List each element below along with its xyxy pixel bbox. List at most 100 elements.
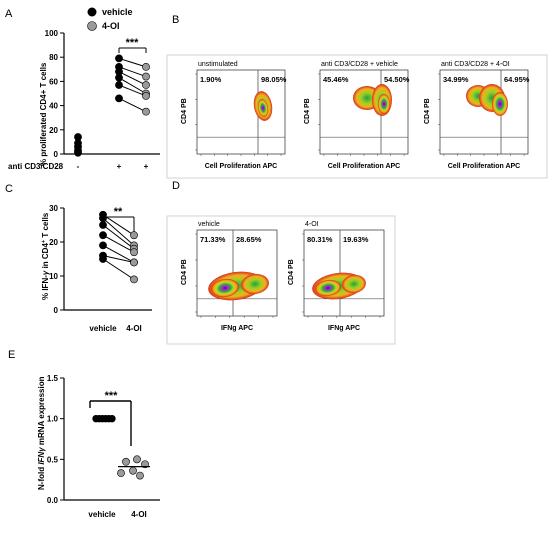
panel-d-plot-2-population	[342, 274, 366, 294]
panel-b-plot-3-axes	[439, 69, 529, 155]
panel-c-pair-line	[102, 244, 135, 263]
panel-d-plot-2-ylabel: CD4 PB	[288, 259, 295, 285]
panel-a-category-label: +	[117, 162, 122, 171]
panel-d-plot-2-right-percent: 19.63%	[343, 235, 369, 244]
panel-a-pair-line	[118, 66, 147, 78]
panel-a-ytick-label: 40	[49, 102, 58, 111]
panel-a-point-4oi	[142, 92, 150, 100]
panel-label-a: A	[5, 8, 13, 20]
panel-b-plot-2-right-percent: 54.50%	[384, 75, 410, 84]
panel-d-plot-1-population	[211, 278, 239, 298]
panel-a-ytick-label: 60	[49, 77, 58, 86]
panel-a-point-4oi	[142, 107, 150, 116]
panel-a-chart: 0 20 40 60 80 100 *** % proliferated CD4+ T c…	[8, 29, 160, 171]
panel-b-plot-1-left-percent: 1.90%	[200, 75, 222, 84]
legend-vehicle-label: vehicle	[102, 7, 133, 17]
panel-d-plot-1-axes	[196, 229, 278, 317]
panel-label-d: D	[172, 180, 180, 192]
panel-a-pair-line	[118, 77, 147, 94]
panel-a-point-4oi	[142, 72, 150, 81]
panel-a-ytick-label: 80	[49, 53, 58, 62]
panel-c-ylabel: % IFN-γ in CD4+ T cells	[41, 212, 50, 300]
panel-d-plot-1-title: vehicle	[198, 221, 220, 228]
panel-a-point-vehicle	[115, 81, 123, 89]
panel-c-point-vehicle	[99, 255, 107, 263]
panel-d-plot-1: vehicle 71.33% 28.65% IFNg APC CD4 PB	[181, 221, 278, 332]
panel-b-plot-3-population	[492, 92, 508, 116]
panel-a-stars: ***	[126, 37, 140, 49]
panel-a-point-vehicle	[115, 54, 123, 63]
panel-b-plot-1: unstimulated 1.90% 98.05% Cell Proliferatio…	[181, 61, 287, 170]
panel-b-plot-1-title: unstimulated	[198, 61, 238, 68]
panel-b-plot-1-ylabel: CD4 PB	[181, 98, 188, 124]
panel-b-plot-2-ylabel: CD4 PB	[304, 98, 311, 124]
panel-e-point-4oi	[117, 469, 125, 478]
panel-c-point-4oi	[130, 275, 138, 284]
panel-e-point-4oi	[136, 471, 144, 480]
panel-a-row-label: anti CD3/CD28	[8, 162, 64, 171]
panel-c-pair-line	[102, 255, 135, 263]
panel-d-plot-1-population	[241, 273, 269, 295]
panel-c-category-label: 4-OI	[126, 324, 142, 333]
panel-b-plot-3-ylabel: CD4 PB	[424, 98, 431, 124]
panel-b-plot-3-right-percent: 64.95%	[504, 75, 530, 84]
panel-b-plot-1-right-percent: 98.05%	[261, 75, 287, 84]
legend-vehicle-marker	[87, 7, 97, 17]
panel-d-plot-1-right-percent: 28.65%	[236, 235, 262, 244]
panel-e-category-label: 4-OI	[131, 510, 147, 519]
panel-b-plot-1-xlabel: Cell Proliferation APC	[205, 163, 277, 170]
panel-c-ytick-label: 20	[49, 238, 58, 247]
panel-e-point-4oi	[129, 466, 137, 475]
panel-c-point-vehicle	[99, 241, 107, 250]
panel-c-point-4oi	[130, 248, 138, 257]
panel-e-ytick-label: 1.0	[47, 415, 59, 424]
panel-c-stars: **	[114, 206, 123, 218]
panel-e-point-4oi	[141, 460, 149, 469]
panel-c-point-4oi	[130, 231, 138, 240]
panel-label-e: E	[8, 349, 15, 361]
panel-a-pair-line	[118, 71, 147, 86]
panel-a-ytick-label: 20	[49, 126, 58, 135]
panel-e-point-4oi	[122, 457, 130, 466]
panel-c-ytick-label: 30	[49, 204, 58, 213]
panel-c-pair-line	[102, 224, 135, 250]
panel-e-ylabel: N-fold IFNγ mRNA expression	[37, 376, 46, 490]
panel-a-point-4oi	[142, 62, 150, 71]
panel-c-ytick-label: 10	[49, 272, 58, 281]
panel-c-pair-line	[102, 234, 135, 253]
panel-b-plot-3-left-percent: 34.99%	[443, 75, 469, 84]
panel-b-plot-2-left-percent: 45.46%	[323, 75, 349, 84]
panel-c-pair-line	[102, 214, 135, 236]
panel-b-plot-2-title: anti CD3/CD28 + vehicle	[321, 61, 398, 68]
panel-c-chart: 0 10 20 30 ** % IFN-γ in CD4+ T cells vehic…	[41, 204, 152, 333]
panel-c-pair-line	[102, 258, 135, 280]
panel-d-plot-2-title: 4-OI	[305, 221, 319, 228]
panel-e-ytick-label: 1.5	[47, 374, 59, 383]
panel-d-plot-2: 4-OI 80.31% 19.63% IFNg APC CD4 PB	[288, 221, 385, 332]
legend-4oi-label: 4-OI	[102, 21, 120, 31]
panel-b-plot-2-xlabel: Cell Proliferation APC	[328, 163, 400, 170]
panel-c-pair-line	[102, 217, 135, 246]
legend: vehicle 4-OI	[87, 7, 133, 31]
panel-d-plot-1-xlabel: IFNg APC	[221, 325, 253, 332]
panel-a-point-4oi	[142, 81, 150, 89]
panel-label-b: B	[172, 14, 179, 26]
panel-c-point-vehicle	[99, 231, 107, 240]
panel-d-plot-2-xlabel: IFNg APC	[328, 325, 360, 332]
panel-e-category-label: vehicle	[88, 510, 116, 519]
panel-a-pair-line	[118, 97, 147, 113]
panel-a-point-vehicle	[115, 94, 123, 103]
panel-e-stars: ***	[105, 390, 119, 402]
panel-e-chart: 0.0 0.5 1.0 1.5 *** N-fold IFNγ mRNA expres…	[37, 374, 160, 519]
panel-e-point-4oi	[133, 455, 141, 464]
panel-c-category-label: vehicle	[89, 324, 117, 333]
panel-b-plot-2: anti CD3/CD28 + vehicle 45.46% 54.50% Cell …	[304, 61, 410, 170]
panel-a-pair-line	[118, 57, 147, 68]
panel-e-point-vehicle	[108, 414, 116, 423]
panel-e-significance: ***	[89, 390, 132, 446]
panel-a-point-vehicle	[115, 73, 123, 82]
panel-b-plot-3-title: anti CD3/CD28 + 4-OI	[441, 61, 510, 68]
panel-d-plot-1-ylabel: CD4 PB	[181, 259, 188, 285]
panel-label-c: C	[5, 183, 13, 195]
